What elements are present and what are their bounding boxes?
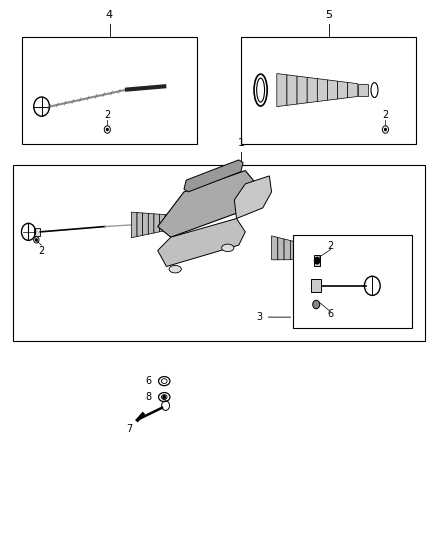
Ellipse shape bbox=[169, 265, 181, 273]
Polygon shape bbox=[158, 171, 254, 237]
Circle shape bbox=[314, 257, 320, 264]
Polygon shape bbox=[272, 236, 278, 260]
Circle shape bbox=[313, 300, 320, 309]
Text: 7: 7 bbox=[126, 424, 132, 434]
Polygon shape bbox=[284, 239, 290, 260]
Text: 8: 8 bbox=[146, 392, 152, 402]
Polygon shape bbox=[338, 81, 348, 99]
Polygon shape bbox=[358, 84, 368, 96]
Polygon shape bbox=[184, 160, 243, 192]
Polygon shape bbox=[277, 74, 287, 107]
Text: 5: 5 bbox=[325, 10, 332, 20]
Ellipse shape bbox=[222, 244, 234, 252]
Bar bbox=[22, 37, 197, 144]
Polygon shape bbox=[317, 79, 328, 101]
Text: 3: 3 bbox=[257, 312, 291, 322]
Polygon shape bbox=[328, 80, 338, 100]
Circle shape bbox=[106, 128, 108, 131]
Text: 6: 6 bbox=[328, 310, 334, 319]
Polygon shape bbox=[165, 215, 171, 231]
Polygon shape bbox=[297, 76, 307, 104]
Polygon shape bbox=[287, 75, 297, 106]
Text: 2: 2 bbox=[328, 241, 334, 251]
Polygon shape bbox=[159, 214, 165, 232]
Polygon shape bbox=[148, 213, 154, 234]
Polygon shape bbox=[348, 83, 358, 98]
Polygon shape bbox=[137, 213, 143, 237]
Text: 1: 1 bbox=[237, 138, 244, 148]
Polygon shape bbox=[131, 212, 137, 238]
Bar bbox=[241, 37, 416, 144]
Polygon shape bbox=[309, 245, 315, 260]
Circle shape bbox=[35, 239, 37, 241]
Polygon shape bbox=[307, 77, 317, 103]
Text: 6: 6 bbox=[146, 376, 152, 386]
Circle shape bbox=[163, 395, 166, 399]
Polygon shape bbox=[278, 237, 284, 260]
Bar bbox=[34, 228, 40, 236]
Polygon shape bbox=[154, 214, 159, 233]
Text: 4: 4 bbox=[106, 10, 113, 20]
Text: 2: 2 bbox=[39, 246, 45, 256]
Polygon shape bbox=[158, 219, 245, 266]
Text: 2: 2 bbox=[382, 110, 389, 120]
Polygon shape bbox=[303, 244, 309, 260]
Bar bbox=[314, 255, 320, 266]
Polygon shape bbox=[143, 213, 148, 236]
Polygon shape bbox=[297, 242, 303, 260]
Text: 2: 2 bbox=[104, 110, 110, 120]
Bar bbox=[311, 279, 321, 292]
Polygon shape bbox=[234, 176, 272, 219]
Bar bbox=[13, 165, 425, 341]
Polygon shape bbox=[290, 240, 297, 260]
Bar bbox=[293, 235, 412, 328]
Circle shape bbox=[385, 128, 386, 131]
